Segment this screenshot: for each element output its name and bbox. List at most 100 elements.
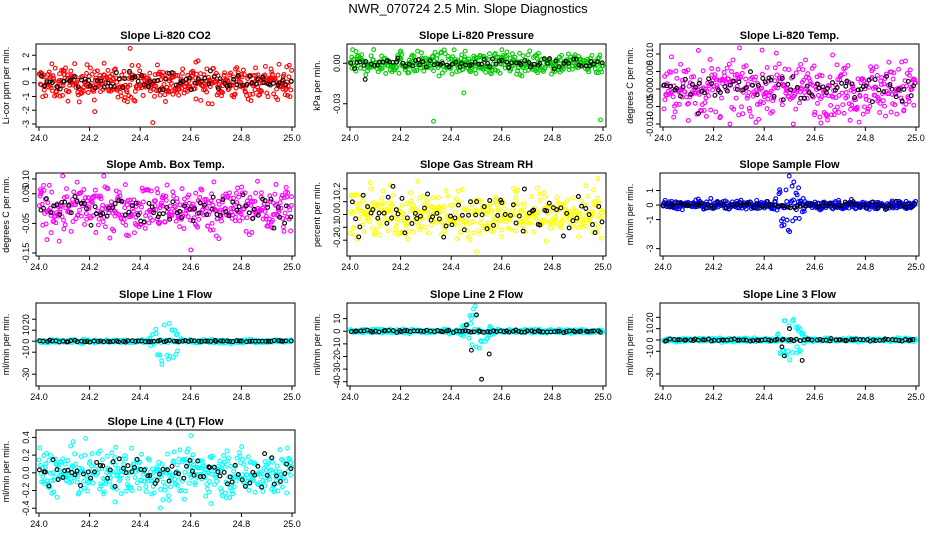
data-point (430, 214, 436, 220)
data-point (449, 61, 455, 67)
data-point (81, 478, 87, 484)
data-point (249, 230, 255, 235)
data-point (551, 66, 557, 72)
data-point (46, 69, 52, 75)
data-point (746, 90, 752, 95)
data-point (880, 203, 886, 209)
y-tick-label: -30 (645, 367, 655, 380)
data-point (446, 56, 452, 62)
data-point (179, 186, 185, 192)
data-point (719, 95, 724, 101)
data-point (515, 187, 521, 193)
data-point (288, 338, 294, 344)
data-point (663, 92, 669, 98)
data-point (132, 98, 138, 104)
data-point (135, 212, 141, 218)
data-point (481, 329, 486, 335)
data-point (68, 228, 74, 234)
data-point (481, 204, 487, 210)
data-point (258, 190, 264, 196)
data-point (421, 68, 427, 74)
data-point (681, 68, 687, 74)
data-point (844, 338, 849, 343)
data-point (773, 50, 779, 56)
y-axis-label: ml/min per min. (625, 184, 635, 246)
data-point (743, 76, 749, 82)
data-point (712, 72, 718, 78)
data-point (54, 202, 60, 208)
data-point (448, 213, 453, 219)
data-point (146, 76, 152, 82)
data-point (558, 205, 564, 211)
data-point (449, 71, 455, 77)
data-point (129, 488, 135, 494)
data-point (495, 196, 501, 202)
data-point (780, 216, 786, 222)
data-point (162, 92, 168, 98)
data-point (41, 205, 46, 211)
panel-title: Slope Amb. Box Temp. (106, 159, 225, 171)
data-point (41, 182, 46, 188)
data-point (191, 338, 197, 344)
data-point (265, 202, 270, 207)
data-point (780, 97, 786, 103)
data-point (849, 102, 855, 108)
data-point (442, 228, 448, 234)
data-point (274, 86, 279, 92)
data-point (247, 73, 253, 79)
data-point (520, 222, 526, 228)
x-tick-label: 24.8 (857, 133, 875, 143)
data-point (135, 338, 141, 344)
data-point (376, 232, 382, 238)
data-point (901, 107, 907, 113)
data-point (534, 55, 540, 61)
data-point (574, 215, 580, 221)
data-point (283, 184, 289, 190)
data-point (733, 95, 739, 101)
data-point (130, 203, 135, 209)
data-point (247, 195, 253, 200)
data-point (402, 63, 408, 69)
data-point (485, 220, 491, 226)
data-point (289, 194, 294, 200)
data-point (119, 212, 125, 218)
data-point (560, 219, 565, 224)
data-point (57, 212, 63, 218)
data-point (172, 204, 178, 210)
data-point (701, 107, 707, 113)
data-point (122, 212, 128, 218)
data-point (890, 337, 895, 343)
data-point (800, 67, 806, 73)
data-point (533, 215, 539, 221)
data-point (844, 201, 850, 207)
data-point (463, 218, 469, 224)
data-point (186, 338, 192, 344)
y-tick-label: -0.15 (21, 243, 31, 264)
data-point (93, 211, 99, 217)
data-points (347, 47, 606, 124)
data-point (171, 338, 177, 344)
data-point (220, 338, 226, 344)
data-point (730, 57, 736, 63)
data-point (166, 320, 172, 326)
data-point (903, 101, 909, 107)
data-point (166, 337, 172, 343)
plot-frame (346, 43, 607, 128)
data-point (227, 190, 232, 196)
data-point (909, 204, 915, 210)
data-point (353, 49, 359, 55)
data-point (860, 84, 866, 90)
data-point (357, 224, 363, 230)
data-point (559, 52, 564, 58)
data-point (863, 93, 869, 99)
data-point (98, 338, 104, 344)
data-point (864, 80, 870, 86)
data-point (154, 62, 160, 68)
data-point (363, 72, 369, 78)
data-point (527, 48, 533, 54)
data-point (695, 337, 701, 343)
data-point (491, 328, 497, 334)
data-point (188, 217, 194, 223)
data-point (68, 68, 74, 74)
